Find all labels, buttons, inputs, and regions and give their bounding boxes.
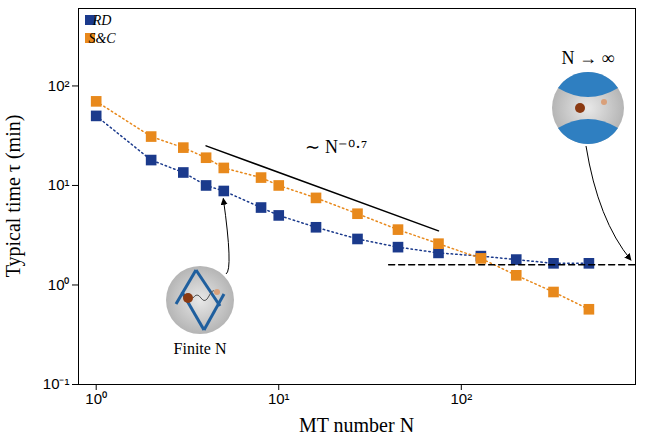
svg-text:10²: 10² <box>450 390 472 407</box>
svg-text:10²: 10² <box>48 77 70 94</box>
svg-text:∼ N⁻⁰·⁷: ∼ N⁻⁰·⁷ <box>305 137 367 157</box>
svg-text:MT number N: MT number N <box>299 414 414 436</box>
svg-text:10⁻¹: 10⁻¹ <box>43 375 70 392</box>
svg-text:10⁰: 10⁰ <box>85 390 107 407</box>
svg-text:Finite N: Finite N <box>174 340 227 357</box>
svg-text:N → ∞: N → ∞ <box>562 48 615 68</box>
svg-text:Typical time τ (min): Typical time τ (min) <box>2 115 25 278</box>
svg-text:S&C: S&C <box>88 31 116 46</box>
svg-text:10¹: 10¹ <box>268 390 290 407</box>
svg-text:10⁰: 10⁰ <box>48 276 70 293</box>
svg-text:RD: RD <box>92 13 112 28</box>
svg-text:10¹: 10¹ <box>48 176 70 193</box>
